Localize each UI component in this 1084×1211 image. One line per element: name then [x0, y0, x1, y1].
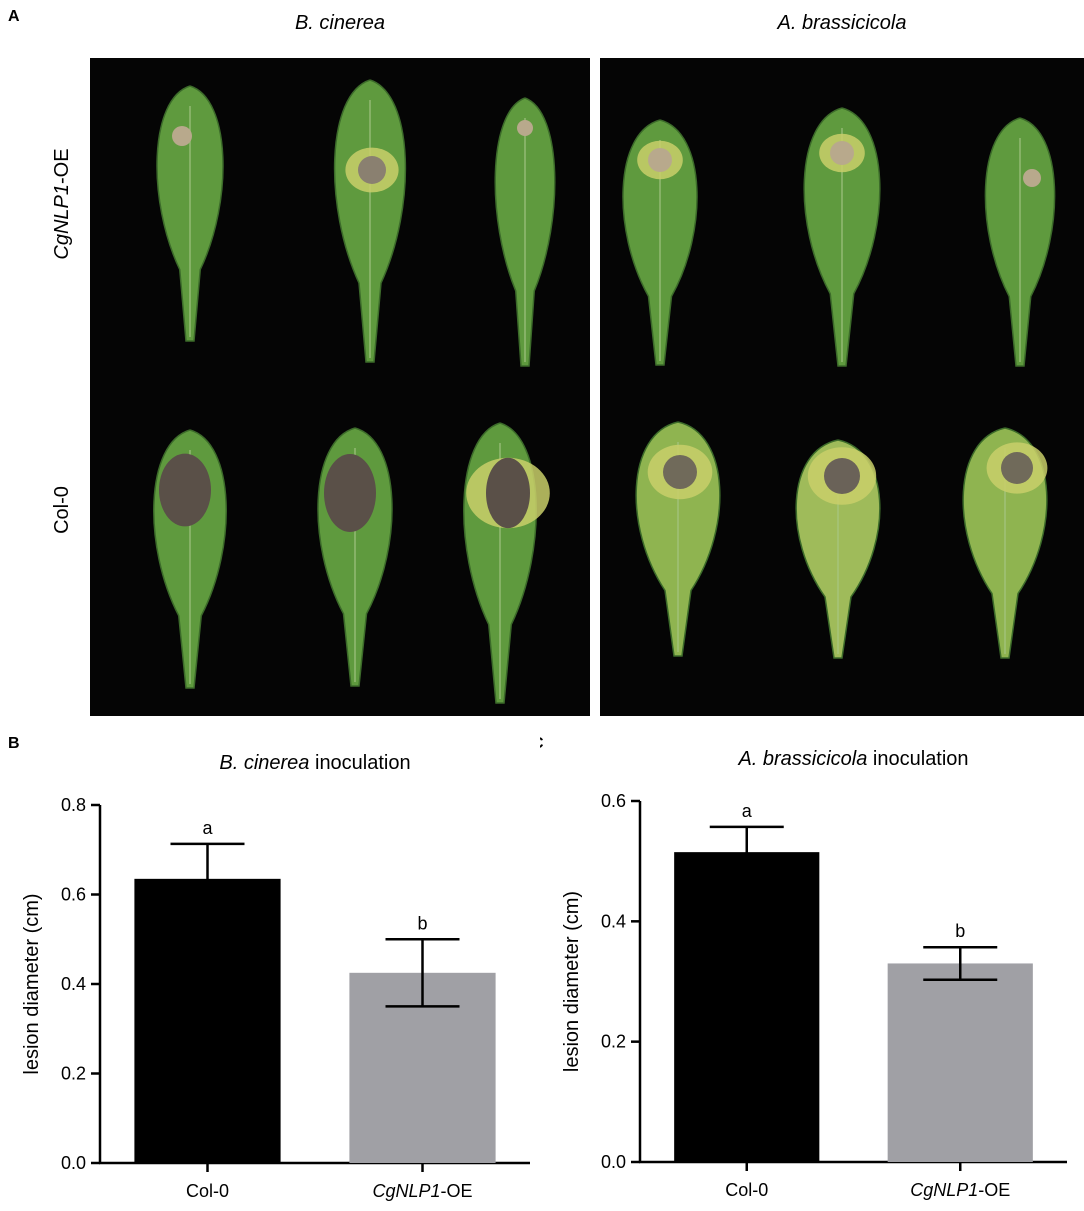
significance-letter: b [955, 921, 965, 941]
lesion [159, 453, 211, 527]
lesion [358, 156, 386, 184]
leaf-10 [635, 421, 721, 657]
lesion [824, 458, 860, 494]
y-tick-label: 0.2 [61, 1064, 86, 1084]
leaf-6 [463, 422, 550, 704]
significance-letter: b [417, 913, 427, 933]
leaf-photo-left [153, 79, 556, 704]
lesion [486, 457, 530, 529]
chart-title-plain: inoculation [309, 752, 410, 774]
leaf-7 [622, 119, 698, 366]
column-title-a-brassicicola: A. brassicicola [777, 12, 907, 34]
bar [887, 963, 1033, 1162]
y-tick-label: 0.8 [61, 795, 86, 815]
chart-title-italic: B. cinerea [219, 752, 309, 774]
panel-letter: B [8, 735, 20, 752]
y-tick-label: 0.4 [601, 911, 626, 931]
significance-letter: a [202, 818, 213, 838]
x-tick-label-plain: -OE [441, 1181, 473, 1201]
x-tick-label-italic: CgNLP1 [372, 1181, 440, 1201]
leaf-3 [494, 97, 556, 367]
leaf-12 [962, 427, 1048, 659]
leaf-1 [156, 85, 224, 342]
column-title-b-cinerea: B. cinerea [294, 12, 386, 34]
y-tick-label: 0.4 [61, 974, 86, 994]
lesion [648, 148, 672, 172]
x-tick-label-plain: -OE [978, 1180, 1010, 1200]
leaf-2 [333, 79, 407, 363]
x-tick-label: CgNLP1-OE [372, 1181, 472, 1201]
significance-letter: a [742, 801, 753, 821]
y-tick-label: 0.6 [61, 885, 86, 905]
lesion [663, 455, 697, 489]
y-tick-label: 0.0 [61, 1153, 86, 1173]
leaf-8 [803, 107, 881, 367]
row-label-col-0: Col-0 [51, 486, 73, 534]
bar [674, 852, 820, 1162]
lesion [324, 454, 376, 532]
photo-a-brassicicola-leaves [600, 58, 1084, 716]
chart-b-cinerea-lesion: B B. cinerea inoculation lesion diameter (… [8, 735, 530, 1201]
lesion [1023, 169, 1041, 187]
x-tick-label: Col-0 [725, 1180, 768, 1200]
lesion [830, 141, 854, 165]
x-tick-label: Col-0 [186, 1181, 229, 1201]
y-tick-label: 0.0 [601, 1152, 626, 1172]
leaf-photo-right [622, 107, 1056, 659]
x-tick-label-plain: Col-0 [725, 1180, 768, 1200]
leaf-9 [984, 117, 1056, 367]
chart-title: A. brassicicola inoculation [737, 748, 968, 770]
bar [134, 878, 281, 1163]
leaf-11 [795, 439, 881, 659]
lesion [172, 126, 192, 146]
x-tick-label-plain: Col-0 [186, 1181, 229, 1201]
row-label-cgnlp1-oe: CgNLP1-OE [51, 148, 73, 260]
chart-a-brassicicola-lesion: C A. brassicicola inoculation lesion diame… [540, 735, 1067, 1200]
photo-b-cinerea-leaves [90, 58, 590, 716]
chart-title-italic: A. brassicicola [737, 748, 867, 770]
y-axis-label: lesion diameter (cm) [21, 893, 43, 1074]
y-tick-label: 0.2 [601, 1032, 626, 1052]
x-tick-label-italic: CgNLP1 [910, 1180, 978, 1200]
x-tick-label: CgNLP1-OE [910, 1180, 1010, 1200]
y-tick-label: 0.6 [601, 791, 626, 811]
chart-title: B. cinerea inoculation [219, 752, 410, 774]
y-axis-label: lesion diameter (cm) [561, 891, 583, 1072]
leaf-5 [317, 427, 393, 687]
panel-letter-a: A [8, 8, 20, 25]
lesion [517, 120, 533, 136]
chart-title-plain: inoculation [867, 748, 968, 770]
leaf-4 [153, 429, 227, 689]
lesion [1001, 452, 1033, 484]
panel-letter: C [540, 735, 544, 752]
